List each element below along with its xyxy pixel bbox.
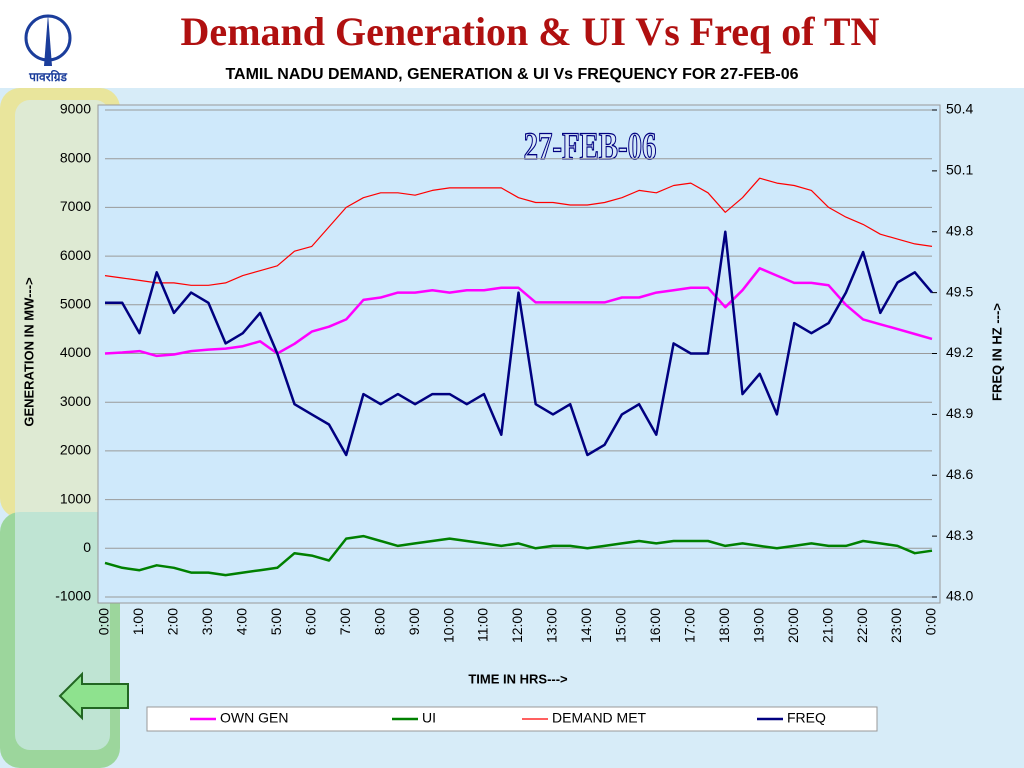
legend-label: DEMAND MET xyxy=(552,710,647,726)
x-tick-label: 12:00 xyxy=(509,608,525,643)
legend-label: FREQ xyxy=(787,710,826,726)
logo-tower xyxy=(44,14,52,66)
x-tick-label: 23:00 xyxy=(888,608,904,643)
x-tick-label: 15:00 xyxy=(613,608,629,643)
back-button[interactable] xyxy=(58,671,129,721)
x-tick-label: 18:00 xyxy=(716,608,732,643)
x-axis-label: TIME IN HRS---> xyxy=(468,671,568,686)
y2-tick-label: 48.9 xyxy=(946,405,973,421)
y2-tick-label: 48.0 xyxy=(946,588,973,604)
x-tick-label: 0:00 xyxy=(923,608,939,635)
legend-label: OWN GEN xyxy=(220,710,288,726)
x-tick-label: 0:00 xyxy=(96,608,112,635)
y-tick-label: 9000 xyxy=(60,101,91,117)
y-tick-label: 4000 xyxy=(60,344,91,360)
x-tick-label: 5:00 xyxy=(268,608,284,635)
x-tick-label: 7:00 xyxy=(337,608,353,635)
x-tick-label: 17:00 xyxy=(681,608,697,643)
y2-tick-label: 49.8 xyxy=(946,222,973,238)
x-tick-label: 22:00 xyxy=(854,608,870,643)
x-tick-label: 21:00 xyxy=(819,608,835,643)
series-line xyxy=(105,230,933,457)
y-tick-label: 1000 xyxy=(60,490,91,506)
chart-title: TAMIL NADU DEMAND, GENERATION & UI Vs FR… xyxy=(225,66,798,83)
decor-overlay xyxy=(15,100,110,750)
y-tick-label: -1000 xyxy=(55,588,91,604)
x-tick-label: 6:00 xyxy=(302,608,318,635)
y-tick-label: 3000 xyxy=(60,393,91,409)
y2-tick-label: 50.1 xyxy=(946,162,973,178)
x-tick-label: 10:00 xyxy=(440,608,456,643)
y-axis-label: GENERATION IN MW---> xyxy=(21,277,36,427)
y-tick-label: 7000 xyxy=(60,198,91,214)
x-tick-label: 16:00 xyxy=(647,608,663,643)
logo-text: पावरग्रिड xyxy=(28,70,67,84)
back-arrow[interactable] xyxy=(58,671,129,721)
y2-tick-label: 48.6 xyxy=(946,466,973,482)
legend-box xyxy=(146,706,878,732)
y2-tick-label: 49.2 xyxy=(946,344,973,360)
x-tick-label: 4:00 xyxy=(234,608,250,635)
x-tick-label: 9:00 xyxy=(406,608,422,635)
y-tick-label: 5000 xyxy=(60,296,91,312)
x-tick-label: 13:00 xyxy=(544,608,560,643)
x-tick-label: 11:00 xyxy=(475,608,491,642)
slide-title: Demand Generation & UI Vs Freq of TN xyxy=(181,9,880,54)
y2-axis-label: FREQ IN HZ ---> xyxy=(989,303,1004,401)
x-tick-label: 20:00 xyxy=(785,608,801,643)
annotation: 27-FEB-06 xyxy=(524,125,657,168)
x-tick-label: 8:00 xyxy=(371,608,387,635)
logo: पावरग्रिड xyxy=(24,14,72,84)
y-tick-label: 2000 xyxy=(60,442,91,458)
x-tick-label: 14:00 xyxy=(578,608,594,643)
x-tick-label: 19:00 xyxy=(750,608,766,643)
legend-label: UI xyxy=(422,710,436,726)
series-line xyxy=(104,267,933,358)
y-tick-label: 8000 xyxy=(60,149,91,165)
x-tick-label: 3:00 xyxy=(199,608,215,635)
series-line xyxy=(104,177,933,286)
y2-tick-label: 50.4 xyxy=(946,101,973,117)
x-tick-label: 2:00 xyxy=(165,608,181,635)
y-tick-label: 6000 xyxy=(60,247,91,263)
y2-tick-label: 49.5 xyxy=(946,283,973,299)
x-tick-label: 1:00 xyxy=(130,608,146,635)
y2-tick-label: 48.3 xyxy=(946,527,973,543)
y-tick-label: 0 xyxy=(83,539,91,555)
series-line xyxy=(104,534,933,577)
